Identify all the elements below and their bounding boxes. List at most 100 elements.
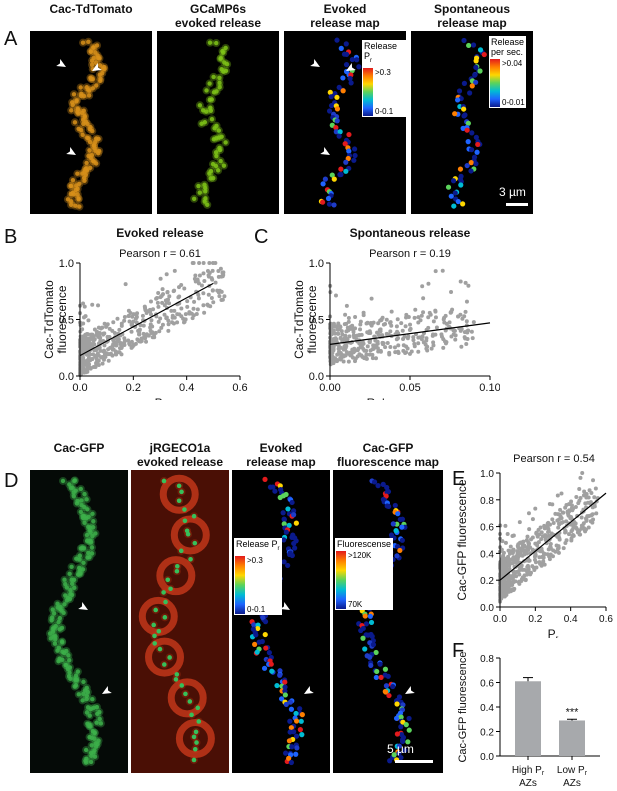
bouton — [262, 619, 269, 625]
title-d3-line2: release map — [246, 455, 316, 469]
data-point — [464, 342, 469, 347]
bouton — [451, 203, 457, 209]
bouton — [161, 590, 166, 595]
bouton — [358, 627, 364, 634]
data-point — [351, 333, 356, 338]
data-point — [532, 557, 537, 562]
data-point — [152, 332, 157, 337]
y-axis-label: Cac-GFP fluorescence — [457, 651, 469, 762]
bouton — [73, 203, 78, 208]
data-point — [559, 491, 564, 496]
bouton — [348, 80, 354, 86]
evoked-map-image — [310, 37, 362, 208]
bouton — [450, 178, 457, 184]
bouton — [398, 724, 404, 730]
data-point — [441, 317, 446, 322]
arrowhead-icon — [405, 686, 415, 694]
y-tick-label: 0.0 — [480, 752, 494, 763]
bouton — [152, 641, 158, 646]
data-point — [464, 319, 469, 324]
bouton — [93, 50, 98, 55]
data-point — [210, 277, 215, 282]
data-point — [372, 343, 377, 348]
bouton — [297, 727, 303, 733]
data-point — [525, 551, 530, 556]
bouton — [207, 81, 212, 86]
data-point — [458, 279, 463, 284]
bouton — [75, 186, 80, 192]
title-a4-line2: release map — [437, 16, 507, 30]
data-point — [355, 354, 360, 359]
bouton — [91, 159, 96, 164]
bouton — [189, 712, 194, 718]
bouton — [90, 696, 95, 702]
tdtomato-image — [56, 37, 109, 211]
bouton — [75, 171, 80, 176]
data-point — [80, 327, 85, 332]
bouton — [91, 525, 96, 530]
bouton — [90, 86, 96, 91]
bouton — [367, 613, 373, 619]
bouton — [173, 677, 179, 682]
y-axis-label: Cac-TdTomato — [42, 280, 56, 359]
data-point — [537, 555, 542, 560]
colorbar-gradient — [490, 59, 500, 107]
legend-title-sub: r — [277, 545, 280, 552]
bouton — [207, 171, 212, 176]
data-point — [565, 509, 570, 514]
data-point — [122, 338, 127, 343]
bouton — [255, 625, 261, 632]
data-point — [561, 546, 566, 551]
data-point — [578, 532, 583, 537]
data-point — [571, 506, 576, 511]
data-point — [169, 308, 174, 313]
data-point — [396, 343, 401, 348]
bouton — [93, 744, 99, 749]
bouton — [88, 49, 93, 54]
data-point — [400, 328, 405, 333]
data-point — [590, 512, 595, 517]
data-point — [426, 315, 431, 320]
data-point — [148, 312, 153, 317]
data-point — [337, 349, 342, 354]
bouton-ring — [156, 556, 196, 596]
data-point — [199, 283, 204, 288]
data-point — [216, 268, 221, 273]
bouton — [326, 108, 333, 114]
bouton — [153, 607, 158, 613]
bouton — [91, 519, 96, 524]
bouton — [77, 557, 82, 562]
title-a2: GCaMP6s evoked release — [157, 2, 279, 30]
data-point — [333, 356, 338, 361]
bouton — [70, 178, 76, 183]
bouton — [183, 691, 188, 697]
bouton — [69, 581, 75, 587]
data-point — [517, 520, 522, 525]
data-point — [211, 300, 216, 305]
bouton — [385, 673, 391, 679]
bouton — [71, 92, 77, 97]
bouton — [68, 202, 74, 207]
image-cac-gfp — [30, 470, 128, 773]
bouton — [50, 607, 55, 612]
title-a1-line1: Cac-TdTomato — [49, 2, 133, 16]
bouton — [460, 125, 466, 131]
bouton — [464, 127, 470, 133]
bouton — [62, 577, 67, 582]
data-point — [544, 534, 549, 539]
data-point — [554, 543, 559, 548]
data-point — [539, 530, 544, 535]
evoked-legend-title: Release Pr — [362, 40, 406, 67]
image-evoked-map-a: Release Pr >0.3 0-0.1 — [284, 31, 406, 214]
bouton — [88, 750, 94, 756]
bouton — [56, 619, 61, 625]
category-label-sub: r — [585, 770, 588, 777]
data-point — [514, 553, 519, 558]
data-point — [134, 320, 139, 325]
data-point — [550, 502, 555, 507]
x-tick-label: 0.4 — [179, 382, 194, 394]
bouton — [283, 529, 289, 535]
data-point — [433, 315, 438, 320]
data-point — [585, 514, 590, 519]
bouton — [80, 132, 85, 138]
